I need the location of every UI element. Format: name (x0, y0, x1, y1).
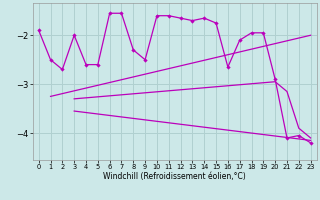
X-axis label: Windchill (Refroidissement éolien,°C): Windchill (Refroidissement éolien,°C) (103, 172, 246, 181)
